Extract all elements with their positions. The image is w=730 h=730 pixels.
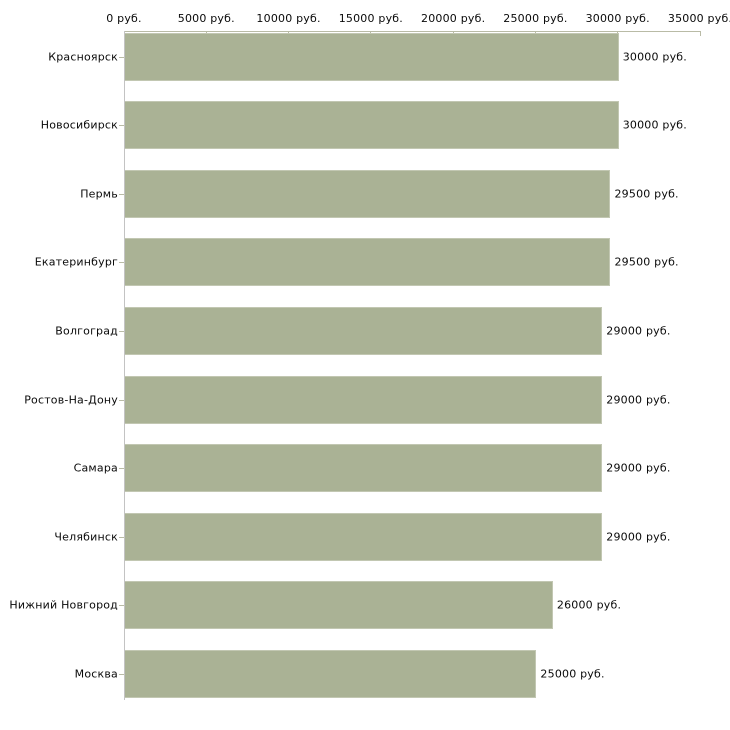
- bar-value-label: 29500 руб.: [614, 255, 679, 269]
- bar-value-label: 29000 руб.: [606, 393, 671, 406]
- bar[interactable]: [125, 238, 611, 287]
- y-axis-tick: [119, 399, 124, 401]
- y-axis-tick: [119, 673, 124, 675]
- bar-value-label: 29000 руб.: [606, 530, 671, 544]
- y-axis-category-label: Челябинск: [54, 530, 118, 544]
- x-axis-tick-label: 30000 руб.: [585, 12, 650, 25]
- x-axis-tick-label: 35000 руб.: [667, 12, 730, 25]
- y-axis-category-label: Волгоград: [55, 324, 118, 338]
- y-axis-tick: [119, 193, 124, 195]
- bar-value-label: 29000 руб.: [606, 461, 671, 475]
- y-axis-category-label: Екатеринбург: [34, 255, 118, 269]
- bar[interactable]: [125, 649, 537, 698]
- bar[interactable]: [125, 581, 553, 630]
- bar-value-label: 30000 руб.: [622, 50, 687, 63]
- y-axis-tick: [119, 605, 124, 607]
- bar-value-label: 29000 руб.: [606, 324, 671, 338]
- x-axis-tick-label: 0 руб.: [106, 12, 142, 25]
- bar[interactable]: [125, 444, 603, 493]
- x-axis-tick-label: 15000 руб.: [338, 12, 403, 25]
- y-axis-category-label: Москва: [74, 667, 118, 681]
- bar-value-label: 29500 руб.: [614, 187, 679, 201]
- x-axis-tick-label: 20000 руб.: [421, 12, 486, 25]
- y-axis-category-label: Пермь: [80, 187, 118, 201]
- y-axis-category-label: Ростов-На-Дону: [24, 393, 118, 406]
- y-axis-category-label: Новосибирск: [40, 118, 118, 132]
- y-axis-tick: [119, 56, 124, 58]
- bar[interactable]: [125, 512, 603, 561]
- bar[interactable]: [125, 101, 619, 150]
- y-axis-category-label: Нижний Новгород: [9, 598, 118, 612]
- bar[interactable]: [125, 169, 611, 218]
- bar[interactable]: [125, 306, 603, 355]
- y-axis-tick: [119, 125, 124, 127]
- x-axis-line: [124, 31, 700, 32]
- y-axis-category-label: Красноярск: [48, 50, 118, 63]
- y-axis-category-label: Самара: [73, 461, 118, 475]
- x-axis-tick-label: 25000 руб.: [503, 12, 568, 25]
- y-axis-tick: [119, 536, 124, 538]
- x-axis-tick-label: 5000 руб.: [177, 12, 235, 25]
- bar-value-label: 30000 руб.: [622, 118, 687, 132]
- x-axis-tick-label: 10000 руб.: [256, 12, 321, 25]
- y-axis-line: [124, 31, 125, 700]
- bar[interactable]: [125, 32, 619, 81]
- y-axis-tick: [119, 262, 124, 264]
- x-axis-tick: [699, 31, 701, 36]
- bar-value-label: 26000 руб.: [556, 598, 622, 612]
- bar-value-label: 25000 руб.: [540, 667, 605, 681]
- bar[interactable]: [125, 375, 603, 424]
- y-axis-tick: [119, 468, 124, 470]
- y-axis-tick: [119, 330, 124, 332]
